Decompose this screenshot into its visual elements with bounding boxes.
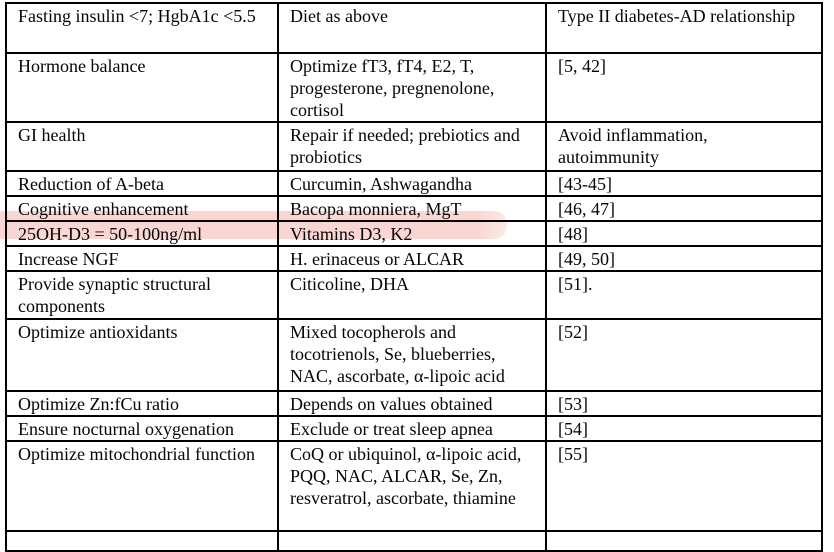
cell-reference: [54] [545,415,823,442]
table-row-vitamin-d3-highlighted: 25OH-D3 = 50-100ng/ml Vitamins D3, K2 [4… [5,220,823,247]
cell-goal: GI health [5,121,279,172]
table-row-partial-clipped [5,530,823,552]
table-row-mitochondrial-function: Optimize mitochondrial function CoQ or u… [5,440,823,532]
cell-approach: Optimize fT3, fT4, E2, T, progesterone, … [277,52,547,123]
cell-approach: Repair if needed; prebiotics and probiot… [277,121,547,172]
cell-approach: Depends on values obtained [277,390,547,417]
cell-approach: Bacopa monniera, MgT [277,195,547,222]
cell-goal: Cognitive enhancement [5,195,279,222]
cell-approach: H. erinaceus or ALCAR [277,245,547,272]
table-body: Fasting insulin <7; HgbA1c <5.5 Diet as … [5,2,823,552]
cell-approach: Vitamins D3, K2 [277,220,547,247]
table-row-cognitive-enhancement: Cognitive enhancement Bacopa monniera, M… [5,195,823,222]
cell-goal: Reduction of A-beta [5,170,279,197]
table-row-fasting-insulin: Fasting insulin <7; HgbA1c <5.5 Diet as … [5,2,823,54]
cell-approach: Exclude or treat sleep apnea [277,415,547,442]
cell-goal [5,530,279,552]
table-row-reduction-abeta: Reduction of A-beta Curcumin, Ashwagandh… [5,170,823,197]
cell-reference: [51]. [545,270,823,320]
cell-goal: Optimize antioxidants [5,318,279,392]
cell-goal: 25OH-D3 = 50-100ng/ml [5,220,279,247]
cell-reference: [5, 42] [545,52,823,123]
cell-reference: Avoid inflammation, autoimmunity [545,121,823,172]
cell-goal: Optimize Zn:fCu ratio [5,390,279,417]
treatment-protocol-table: Fasting insulin <7; HgbA1c <5.5 Diet as … [5,2,823,552]
cell-goal: Optimize mitochondrial function [5,440,279,532]
cell-reference [545,530,823,552]
cell-reference: [43-45] [545,170,823,197]
cell-reference: [53] [545,390,823,417]
table-row-zn-fcu-ratio: Optimize Zn:fCu ratio Depends on values … [5,390,823,417]
cell-reference: [55] [545,440,823,532]
table-row-hormone-balance: Hormone balance Optimize fT3, fT4, E2, T… [5,52,823,123]
cell-goal: Provide synaptic structural components [5,270,279,320]
cell-reference: [48] [545,220,823,247]
table-row-increase-ngf: Increase NGF H. erinaceus or ALCAR [49, … [5,245,823,272]
cell-approach [277,530,547,552]
cell-approach: Diet as above [277,2,547,54]
table-row-nocturnal-oxygenation: Ensure nocturnal oxygenation Exclude or … [5,415,823,442]
cell-approach: Mixed tocopherols and tocotrienols, Se, … [277,318,547,392]
table-row-synaptic-components: Provide synaptic structural components C… [5,270,823,320]
cell-reference: Type II diabetes-AD relationship [545,2,823,54]
cell-goal: Fasting insulin <7; HgbA1c <5.5 [5,2,279,54]
cell-reference: [49, 50] [545,245,823,272]
table-row-optimize-antioxidants: Optimize antioxidants Mixed tocopherols … [5,318,823,392]
table-row-gi-health: GI health Repair if needed; prebiotics a… [5,121,823,172]
cell-reference: [52] [545,318,823,392]
cell-approach: Citicoline, DHA [277,270,547,320]
cell-approach: Curcumin, Ashwagandha [277,170,547,197]
cell-goal: Increase NGF [5,245,279,272]
cell-reference: [46, 47] [545,195,823,222]
cell-goal: Ensure nocturnal oxygenation [5,415,279,442]
cell-approach: CoQ or ubiquinol, α-lipoic acid, PQQ, NA… [277,440,547,532]
cell-goal: Hormone balance [5,52,279,123]
